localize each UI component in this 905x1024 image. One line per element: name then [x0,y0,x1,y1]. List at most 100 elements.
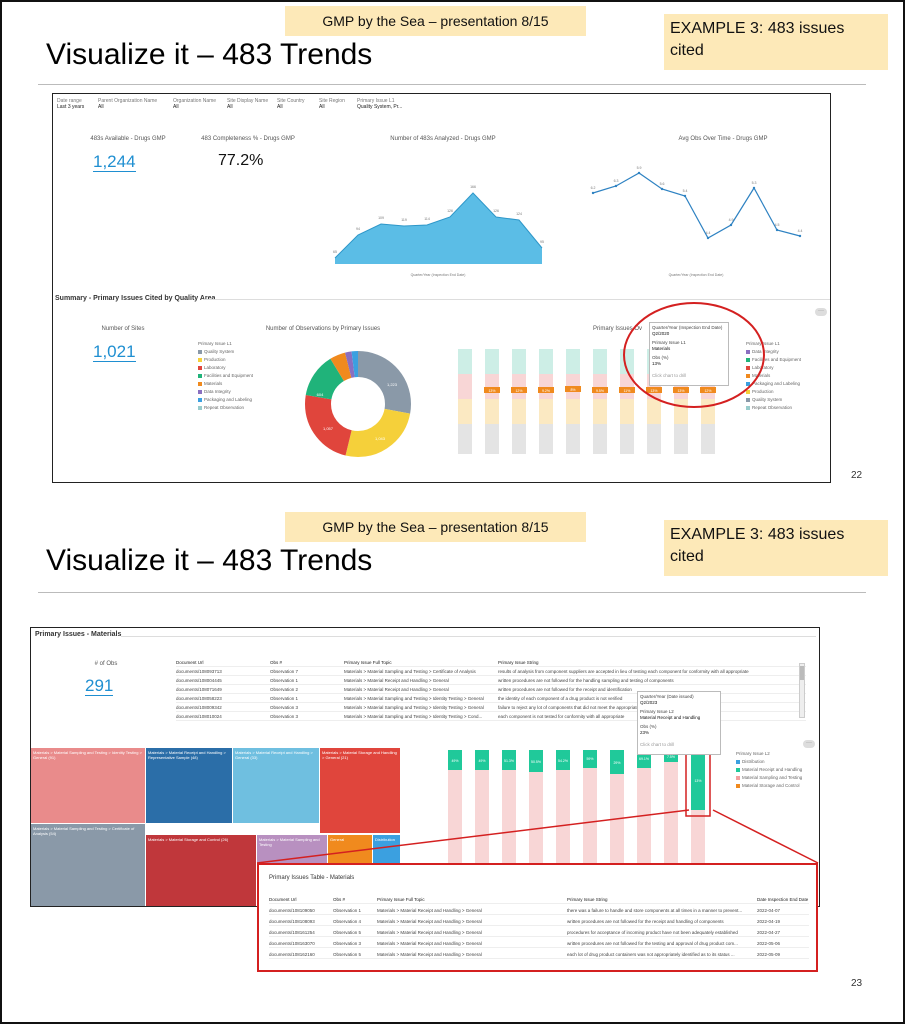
treemap-cell[interactable]: Materials > Material Sampling and Testin… [31,824,145,906]
filter-site-region[interactable]: Site Region All [319,98,345,110]
page-number: 23 [851,978,863,989]
sites-title: Number of Sites [101,326,145,332]
table-row[interactable]: documents/108163070 Observation 3 Material… [269,939,809,948]
filter-site-country[interactable]: Site Country All [277,98,305,110]
kpi-completeness-title: 483 Completeness % - Drugs GMP [201,136,295,142]
filter-date-range[interactable]: Date range Last 3 years [57,98,85,110]
example-callout: EXAMPLE 3: 483 issues cited [664,14,888,70]
treemap-cell[interactable]: Materials > Material Storage and Handlin… [320,748,400,833]
donut-label: 604 [317,392,324,397]
section-divider [203,299,830,300]
area-label: 114 [424,217,430,221]
materials-bar-chart[interactable]: 49% 49% 51.3% 50.5% 54.2% 59% 29% 69.1% … [436,750,736,875]
donut-label: 1,043 [375,436,386,441]
section-title: Primary Issues - Materials [35,631,122,638]
filter-bar: Date range Last 3 years Parent Organizati… [57,98,830,114]
slide-title: Visualize it – 483 Trends [46,544,373,577]
line-chart[interactable]: 6.2 6.3 5.9 5.6 5.4 4.4 4.9 5.3 4.5 4.4 … [583,146,828,286]
dashboard-screenshot: Date range Last 3 years Parent Organizati… [52,93,831,483]
area-label: 65 [333,250,337,254]
line-x-axis-label: Quarter/Year (Inspection End Date) [669,273,724,277]
line-label: 6.2 [591,186,596,190]
legend-item[interactable]: Production [198,356,253,364]
line-label: 4.9 [729,218,734,222]
zoom-table: Document Url Obs # Primary Issue Full To… [269,895,809,965]
legend-item[interactable]: Repeat Observation [198,404,253,412]
kpi-completeness-value: 77.2% [218,152,264,169]
area-chart[interactable]: 65 94 109 119 114 126 166 126 124 95 Qua… [325,146,565,286]
kpi-483s-value[interactable]: 1,244 [93,152,136,172]
table-row[interactable]: documents/108009342 Observation 3 Material… [176,703,806,712]
title-divider [38,84,866,85]
table-row[interactable]: documents/108108093 Observation 4 Material… [269,917,809,926]
legend-item[interactable]: Quality System [198,348,253,356]
issues-table: Document Url Obs # Primary Issue Full To… [176,658,806,733]
table-row[interactable]: documents/108004445 Observation 1 Material… [176,676,806,685]
title-divider [38,592,866,593]
sites-value[interactable]: 1,021 [93,342,136,362]
treemap-cell[interactable]: Materials > Material Sampling and Testin… [31,748,145,823]
table-row[interactable]: documents/108109050 Observation 1 Material… [269,906,809,915]
legend-item[interactable]: Materials [198,380,253,388]
stacked-label: 8% [570,388,575,392]
legend-item[interactable]: Material Receipt and Handling [736,766,802,774]
area-x-axis-label: Quarter/Year (Inspection End Date) [411,273,466,277]
bar-label: 29% [613,761,620,765]
area-label: 126 [493,209,499,213]
slide-22: GMP by the Sea – presentation 8/15 EXAMP… [8,6,893,504]
stacked-label: 9.5% [596,389,604,393]
area-label: 119 [401,218,407,222]
more-options-icon[interactable]: ··· [803,740,815,748]
table-row[interactable]: documents/108161254 Observation 5 Material… [269,928,809,937]
line-label: 4.4 [798,229,803,233]
obs-title: # of Obs [94,661,118,667]
filter-primary-issue[interactable]: Primary Issue L1 Quality System, Pr... [357,98,403,110]
treemap-cell[interactable]: Materials > Material Receipt and Handlin… [146,748,232,823]
bar-label: 50.5% [531,760,541,764]
table-scrollbar[interactable] [799,663,805,718]
legend-title: Primary Issue L2 [736,751,770,756]
stacked-label: 9.2% [542,389,550,393]
obs-value[interactable]: 291 [85,676,114,696]
line-chart-title: Avg Obs Over Time - Drugs GMP [678,136,768,142]
legend-item[interactable]: Material Storage and Control [736,782,802,790]
zoom-table-title: Primary Issues Table - Materials [269,875,355,881]
table-row[interactable]: documents/108071649 Observation 2 Material… [176,685,806,694]
legend-item[interactable]: Repeat Observation [746,404,801,412]
donut-label: 1,223 [387,382,398,387]
table-row[interactable]: documents/108058223 Observation 1 Material… [176,694,806,703]
materials-bars [448,750,705,870]
table-row[interactable]: documents/108010024 Observation 3 Material… [176,712,806,721]
bar-label: 54.2% [558,759,568,763]
legend-item[interactable]: Distribution [736,758,802,766]
area-label: 126 [447,209,453,213]
stacked-chart-title: Primary Issues Ov [593,326,643,332]
table-row[interactable]: documents/108162160 Observation 5 Material… [269,950,809,959]
zoomed-table-callout: Primary Issues Table - Materials Documen… [257,863,818,972]
highlight-circle [623,302,765,408]
filter-org-name[interactable]: Organization Name All [173,98,217,110]
line-label: 6.3 [614,179,619,183]
legend-item[interactable]: Facilities and Equipment [198,372,253,380]
stacked-label: 13% [488,389,495,393]
slide-23: GMP by the Sea – presentation 8/15 EXAMP… [8,512,893,1010]
line-label: 5.6 [660,182,665,186]
treemap-cell[interactable]: Materials > Material Receipt and Handlin… [233,748,319,823]
filter-site-name[interactable]: Site Display Name All [227,98,269,110]
legend-item[interactable]: Quality System [746,396,801,404]
treemap-cell[interactable]: Materials > Material Storage and Control… [146,835,256,906]
filter-parent-org[interactable]: Parent Organization Name All [98,98,158,110]
area-label: 94 [356,227,360,231]
legend-item[interactable]: Data Integrity [198,388,253,396]
table-header: Document Url Obs # Primary Issue Full To… [269,897,809,904]
presentation-header: GMP by the Sea – presentation 8/15 [285,6,586,36]
presentation-header: GMP by the Sea – presentation 8/15 [285,512,586,542]
legend-item[interactable]: Production [746,388,801,396]
table-row[interactable]: documents/108093713 Observation 7 Material… [176,667,806,676]
legend-item[interactable]: Material Sampling and Testing [736,774,802,782]
legend-item[interactable]: Packaging and Labeling [198,396,253,404]
more-options-icon[interactable]: ··· [815,308,827,316]
legend-item[interactable]: Laboratory [198,364,253,372]
donut-chart[interactable]: 1,223 1,043 1,057 604 [298,344,418,464]
